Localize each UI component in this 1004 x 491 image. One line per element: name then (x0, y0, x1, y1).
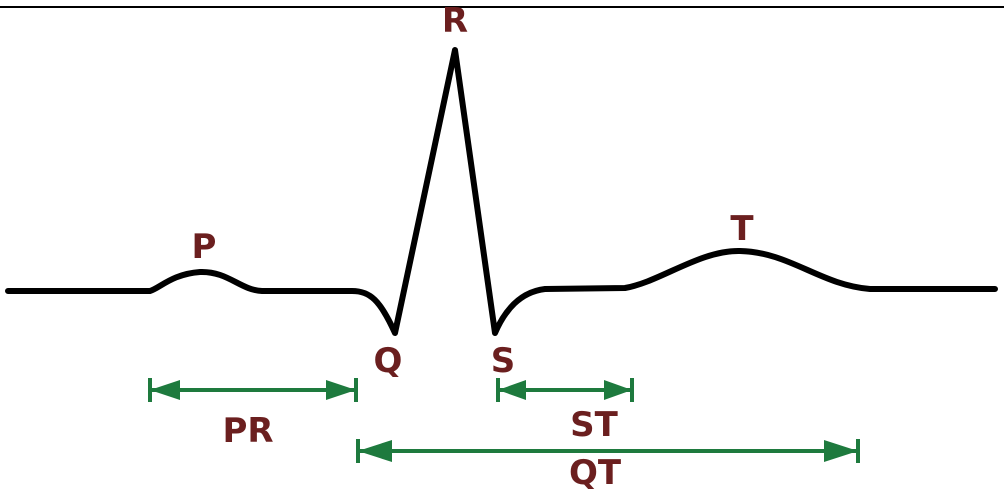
s-wave-label: S (491, 341, 516, 381)
st-interval-label: ST (570, 405, 618, 445)
pr-interval-arrow (148, 378, 358, 402)
qt-interval-label: QT (569, 453, 622, 491)
t-wave-label: T (730, 209, 754, 249)
st-interval-arrow (496, 378, 634, 402)
r-wave-label: R (442, 1, 468, 41)
pr-interval-label: PR (222, 411, 273, 451)
ecg-trace (5, 47, 998, 336)
qt-interval-arrow (356, 439, 860, 463)
p-wave-label: P (192, 227, 217, 267)
q-wave-label: Q (374, 341, 403, 381)
